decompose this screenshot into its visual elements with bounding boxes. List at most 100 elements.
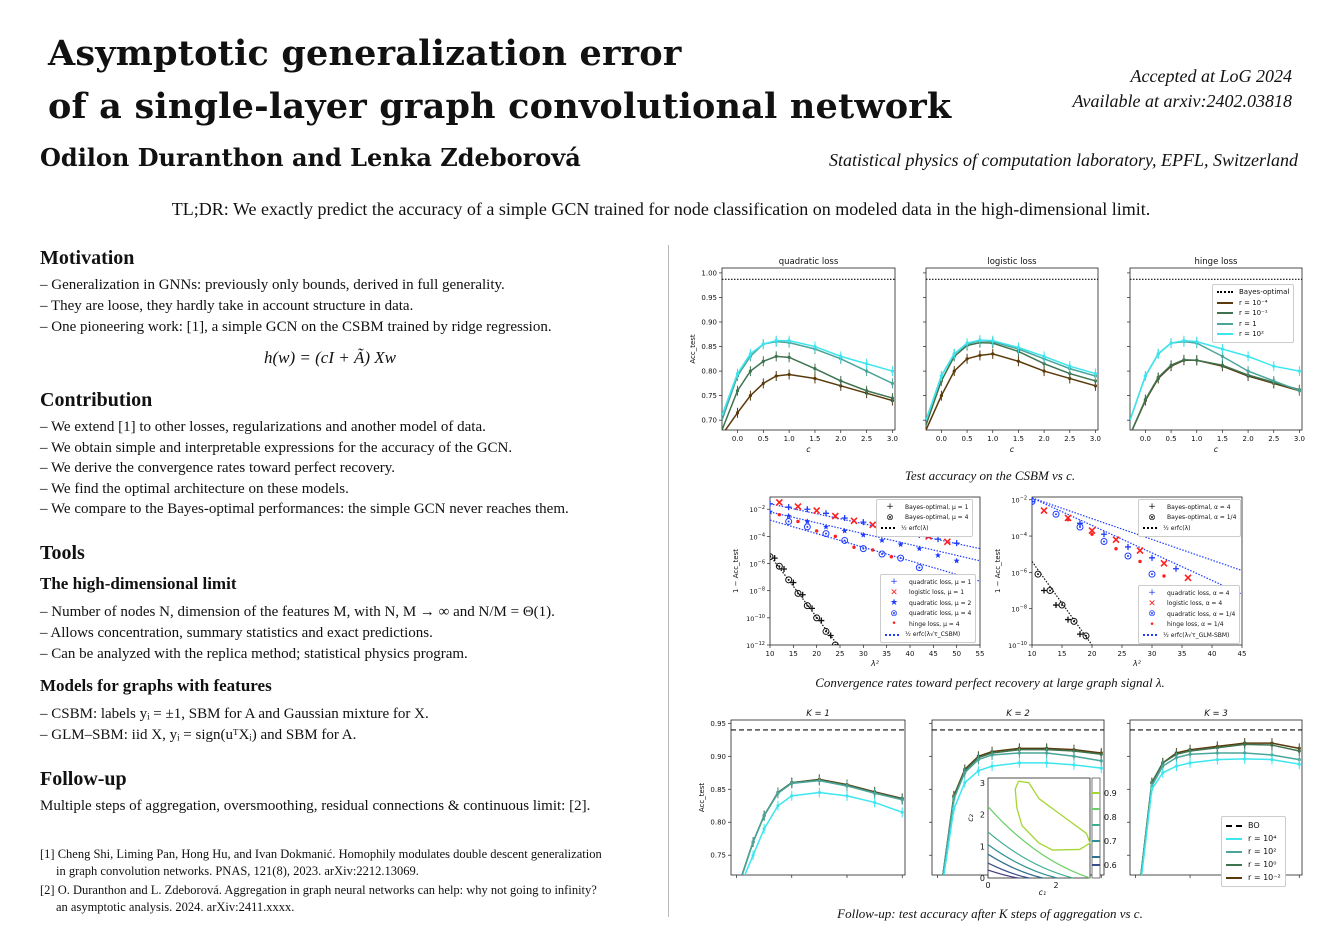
- x-marker: [775, 498, 783, 506]
- x-tick-label: 3.0: [1294, 435, 1305, 443]
- data-point: [890, 381, 895, 385]
- circle-marker-center: [806, 604, 809, 607]
- contribution-line: – We extend [1] to other losses, regular…: [40, 419, 486, 435]
- plus-marker: [790, 579, 797, 586]
- high-dim-heading: The high-dimensional limit: [40, 574, 237, 593]
- data-point: [787, 355, 791, 359]
- plus-marker: [1125, 543, 1131, 550]
- data-point: [864, 369, 869, 373]
- contour-line: [987, 862, 1030, 879]
- circle-marker-center: [1085, 634, 1087, 637]
- circle-marker-center: [1079, 525, 1081, 528]
- circle-marker: [1032, 498, 1036, 506]
- circle-marker: [1058, 601, 1066, 609]
- y-tick-label: 10−12: [746, 641, 765, 650]
- x-axis-label: c: [1010, 445, 1015, 454]
- colorbar-tick-label: 0.8: [1104, 813, 1117, 822]
- data-point: [774, 374, 778, 378]
- x-tick-label: 50: [952, 650, 961, 658]
- plot-frame: [730, 719, 906, 876]
- data-point: [839, 379, 843, 383]
- x-tick-label: 2.0: [1039, 435, 1050, 443]
- plot-frame: [769, 496, 981, 646]
- reference-text: [2] O. Duranthon and L. Zdeborová. Aggre…: [40, 883, 597, 897]
- circle-marker: [822, 530, 830, 538]
- circle-marker-center: [1103, 540, 1105, 543]
- plus-marker: [841, 515, 848, 522]
- x-tick-label: 2.5: [1064, 435, 1075, 443]
- data-point: [1072, 763, 1076, 767]
- x-tick-label: 0.5: [962, 435, 973, 443]
- data-point: [1297, 389, 1302, 393]
- plot-frame: [1031, 496, 1243, 646]
- contour-line: [987, 844, 1058, 879]
- data-point: [1072, 754, 1076, 758]
- data-point: [813, 344, 817, 349]
- circle-marker-center: [1055, 513, 1057, 516]
- theory-line: [1032, 497, 1242, 595]
- contribution-line: – We find the optimal architecture on th…: [40, 481, 349, 497]
- data-point: [1195, 358, 1199, 362]
- data-point: [1068, 364, 1072, 368]
- circle-marker: [785, 517, 793, 525]
- tools-heading: Tools: [40, 542, 85, 564]
- reference-2[interactable]: [2] O. Duranthon and L. Zdeborová. Aggre…: [40, 882, 665, 916]
- title-line-1: Asymptotic generalization error: [48, 33, 682, 74]
- data-point: [890, 369, 895, 373]
- x-tick-label: 2.0: [835, 435, 846, 443]
- data-point: [1188, 761, 1192, 765]
- plus-marker: [1053, 602, 1059, 609]
- plus-marker: [809, 605, 815, 612]
- plus-marker: [860, 519, 867, 526]
- authors: Odilon Duranthon and Lenka Zdeborová: [40, 143, 581, 172]
- x-tick-label: 30: [859, 650, 868, 658]
- y-tick-label: 0.80: [710, 819, 726, 827]
- data-point: [1246, 354, 1250, 358]
- y-tick-label: 0.95: [710, 720, 726, 728]
- inset-y-label: c₂: [966, 813, 975, 821]
- series-line: [722, 340, 893, 421]
- data-point: [864, 389, 869, 393]
- dot-marker: [1138, 559, 1142, 564]
- colorbar-tick-label: 0.6: [1104, 861, 1117, 870]
- y-tick-label: 1.00: [701, 269, 717, 277]
- motivation-line: – Generalization in GNNs: previously onl…: [40, 277, 505, 293]
- data-point: [1016, 359, 1021, 363]
- star-marker: [785, 512, 792, 519]
- venue-arxiv[interactable]: Available at arxiv:2402.03818: [1072, 91, 1292, 111]
- x-marker: [831, 512, 839, 520]
- dot-marker: [870, 548, 875, 552]
- plus-marker: [818, 617, 825, 624]
- data-point: [751, 840, 755, 844]
- data-point: [900, 810, 904, 814]
- figure-caption-csbm: Test accuracy on the CSBM vs c.: [904, 468, 1076, 483]
- data-point: [990, 753, 994, 757]
- circle-marker: [1082, 632, 1090, 640]
- data-point: [1161, 764, 1165, 768]
- y-axis-label: Acc_test: [698, 783, 706, 813]
- circle-marker: [1076, 523, 1084, 531]
- x-tick-label: 15: [1058, 650, 1067, 658]
- data-point: [978, 338, 982, 342]
- x-axis-label: c: [1214, 445, 1219, 454]
- reference-1[interactable]: [1] Cheng Shi, Liming Pan, Hong Hu, and …: [40, 846, 665, 880]
- series-line: [1131, 359, 1300, 430]
- x-tick-label: 15: [789, 650, 798, 658]
- plot-frame: [925, 267, 1099, 431]
- data-point: [1169, 363, 1173, 367]
- data-point: [1042, 354, 1046, 358]
- plot-title: K = 3: [1204, 709, 1228, 719]
- followup-text: Multiple steps of aggregation, oversmoot…: [40, 798, 591, 814]
- data-point: [963, 781, 967, 785]
- series-line: [926, 353, 1096, 430]
- legend-aggregation: BO r = 10⁴ r = 10² r = 10⁰ r = 10⁻²: [1221, 816, 1286, 887]
- data-point: [890, 396, 895, 400]
- plot-frame: [1129, 267, 1303, 431]
- x-marker: [1136, 547, 1144, 555]
- circle-marker: [915, 564, 923, 572]
- x-axis-label: λ²: [1132, 659, 1142, 668]
- dot-marker: [1066, 517, 1070, 522]
- circle-marker: [803, 602, 811, 610]
- reference-text: in graph convolution networks. PNAS, 121…: [56, 864, 419, 878]
